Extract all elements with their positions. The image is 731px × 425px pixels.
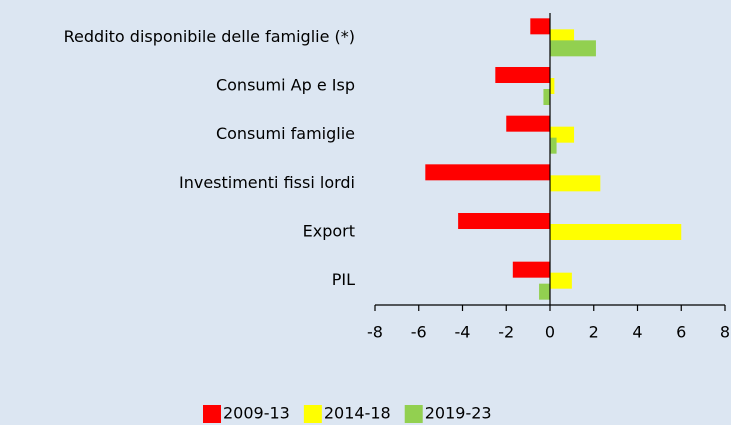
x-tick-label: 2	[589, 323, 599, 342]
bar	[550, 78, 555, 94]
bar	[458, 213, 550, 229]
bar	[539, 283, 550, 300]
bar	[495, 67, 550, 83]
x-tick-label: 8	[720, 323, 730, 342]
legend-label: 2014-18	[324, 404, 391, 423]
x-tick-label: 6	[676, 323, 686, 342]
category-label: PIL	[332, 270, 355, 289]
legend-label: 2009-13	[223, 404, 290, 423]
category-label: Investimenti fissi lordi	[179, 173, 355, 192]
bar	[550, 224, 682, 240]
x-tick-label: 0	[545, 323, 555, 342]
bar	[550, 137, 557, 154]
legend-label: 2019-23	[425, 404, 492, 423]
bar	[506, 115, 550, 132]
x-tick-label: 4	[632, 323, 642, 342]
category-label: Consumi famiglie	[216, 124, 355, 143]
bar	[550, 40, 596, 57]
category-label: Consumi Ap e Isp	[216, 76, 355, 95]
x-tick-label: -6	[411, 323, 427, 342]
legend-swatch	[203, 405, 221, 423]
x-tick-label: -2	[498, 323, 514, 342]
legend-swatch	[303, 405, 322, 423]
bar	[550, 272, 572, 289]
bar	[512, 261, 550, 278]
x-tick-label: -4	[455, 323, 471, 342]
bar	[550, 175, 601, 192]
category-label: Reddito disponibile delle famiglie (*)	[64, 27, 355, 46]
bar	[530, 18, 550, 35]
bar	[425, 164, 550, 181]
legend-swatch	[404, 405, 423, 423]
bar	[543, 89, 550, 105]
category-label: Export	[303, 222, 355, 241]
x-tick-label: -8	[367, 323, 383, 342]
